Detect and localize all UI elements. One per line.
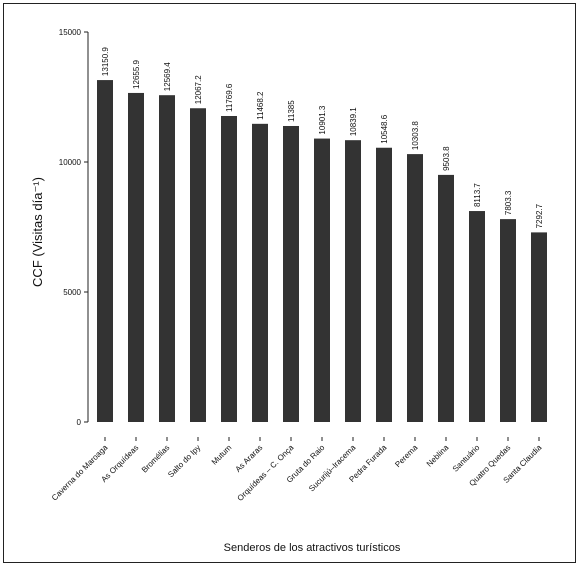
data-label: 7803.3 bbox=[504, 190, 513, 215]
bar bbox=[345, 140, 361, 422]
x-axis-label: Senderos de los atractivos turísticos bbox=[224, 542, 401, 554]
data-label: 12569.4 bbox=[163, 62, 172, 91]
y-tick-label: 10000 bbox=[59, 158, 82, 167]
data-label: 11769.6 bbox=[225, 83, 234, 112]
data-label: 13150.9 bbox=[101, 47, 110, 76]
bar bbox=[97, 80, 113, 422]
y-axis-label: CCF (Visitas día⁻¹) bbox=[30, 177, 45, 287]
bar bbox=[531, 232, 547, 422]
bar bbox=[376, 147, 392, 423]
x-tick-label: Caverna do Maroaga bbox=[50, 443, 110, 503]
data-label: 10548.6 bbox=[380, 114, 389, 143]
data-label: 10901.3 bbox=[318, 105, 327, 134]
x-tick-label: Bromélias bbox=[140, 443, 172, 475]
data-label: 7292.7 bbox=[535, 203, 544, 228]
data-labels: 13150.9 12655.9 12569.4 12067.2 11769.6 11468… bbox=[101, 47, 544, 229]
x-tick-label: Salto do Ipy bbox=[166, 443, 202, 479]
data-label: 12067.2 bbox=[194, 75, 203, 104]
x-tick-label: Perema bbox=[393, 443, 420, 470]
x-tick-label: As Araras bbox=[234, 443, 265, 474]
bar bbox=[469, 211, 485, 422]
data-label: 11385 bbox=[287, 100, 296, 122]
data-label: 11468.2 bbox=[256, 91, 265, 120]
bar bbox=[283, 125, 299, 423]
data-label: 9503.8 bbox=[442, 146, 451, 171]
y-tick-label: 0 bbox=[77, 418, 82, 427]
bar bbox=[252, 123, 268, 423]
x-tick-label: Santuário bbox=[451, 443, 482, 474]
bar bbox=[159, 95, 175, 422]
bars bbox=[97, 80, 547, 423]
data-label: 12655.9 bbox=[132, 59, 141, 88]
data-label: 8113.7 bbox=[473, 183, 482, 207]
bar bbox=[221, 115, 237, 422]
bar bbox=[500, 219, 516, 422]
x-tick-label: Orquídeas – C. Onça bbox=[236, 443, 296, 503]
bar bbox=[407, 154, 423, 422]
bar bbox=[314, 138, 330, 422]
y-ticks: 0 5000 10000 15000 bbox=[59, 28, 88, 427]
y-tick-label: 15000 bbox=[59, 28, 82, 37]
bar bbox=[438, 174, 454, 422]
x-tick-label: Neblina bbox=[425, 443, 451, 469]
x-tick-label: Mutum bbox=[210, 443, 234, 467]
y-tick-label: 5000 bbox=[63, 288, 81, 297]
data-label: 10839.1 bbox=[349, 107, 358, 136]
bar bbox=[190, 108, 206, 422]
bar bbox=[128, 92, 144, 423]
data-label: 10303.8 bbox=[411, 121, 420, 150]
